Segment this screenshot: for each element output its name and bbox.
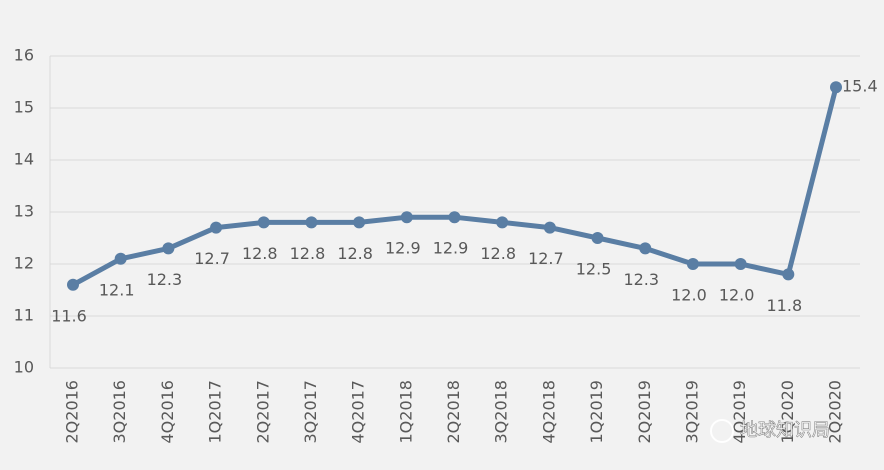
x-tick-label: 2Q2018: [444, 380, 463, 444]
data-label: 12.8: [242, 244, 278, 263]
point: [496, 216, 509, 229]
point: [782, 268, 795, 281]
data-label: 12.7: [528, 249, 564, 268]
point: [686, 258, 699, 270]
data-label: 12.0: [719, 286, 755, 305]
point: [830, 81, 842, 94]
data-label: 12.9: [385, 239, 421, 258]
data-label: 15.4: [842, 77, 878, 96]
point: [67, 278, 79, 291]
point: [639, 242, 652, 255]
data-label: 12.1: [99, 280, 135, 299]
x-tick-label: 3Q2018: [492, 380, 511, 444]
x-tick-label: 2Q2020: [826, 380, 845, 444]
data-label: 12.3: [623, 270, 659, 289]
point: [257, 216, 270, 229]
data-label: 12.3: [147, 270, 183, 289]
point: [114, 252, 127, 265]
point: [543, 221, 556, 234]
x-tick-label: 2Q2017: [253, 380, 272, 444]
x-tick-label: 3Q2016: [110, 380, 129, 444]
y-tick-label: 12: [14, 254, 34, 273]
x-tick-label: 4Q2016: [158, 380, 177, 444]
x-tick-label: 4Q2017: [349, 380, 368, 444]
point: [591, 232, 604, 244]
data-label: 12.8: [337, 244, 373, 263]
data-label: 12.0: [671, 286, 707, 305]
watermark-icon: [710, 419, 734, 443]
x-tick-label: 1Q2019: [587, 380, 606, 444]
data-label: 12.7: [194, 249, 230, 268]
point: [734, 258, 747, 270]
y-tick-label: 14: [14, 150, 34, 169]
y-tick-label: 13: [14, 202, 34, 221]
y-tick-label: 16: [14, 46, 34, 65]
x-tick-label: 2Q2019: [635, 380, 654, 444]
x-tick-label: 4Q2018: [539, 380, 558, 444]
x-tick-label: 1Q2018: [396, 380, 415, 444]
y-tick-label: 15: [14, 98, 34, 117]
data-label: 12.9: [433, 239, 469, 258]
point: [210, 221, 223, 234]
x-tick-label: 4Q2019: [730, 380, 749, 444]
data-label: 11.8: [767, 296, 803, 315]
data-label: 12.8: [480, 244, 516, 263]
data-label: 11.6: [51, 306, 87, 325]
y-tick-label: 11: [14, 306, 34, 325]
point: [448, 211, 461, 224]
data-label: 12.5: [576, 260, 612, 279]
x-tick-label: 2Q2016: [63, 380, 82, 444]
point: [162, 242, 175, 255]
x-tick-label: 1Q2017: [206, 380, 225, 444]
point: [305, 216, 318, 229]
x-tick-label: 3Q2017: [301, 380, 320, 444]
watermark: 地球知识局: [740, 420, 830, 441]
y-tick-label: 10: [14, 358, 34, 377]
point: [353, 216, 366, 229]
x-tick-label: 3Q2019: [682, 380, 701, 444]
point: [400, 211, 413, 224]
data-label: 12.8: [290, 244, 326, 263]
x-tick-label: 1Q2020: [778, 380, 797, 444]
